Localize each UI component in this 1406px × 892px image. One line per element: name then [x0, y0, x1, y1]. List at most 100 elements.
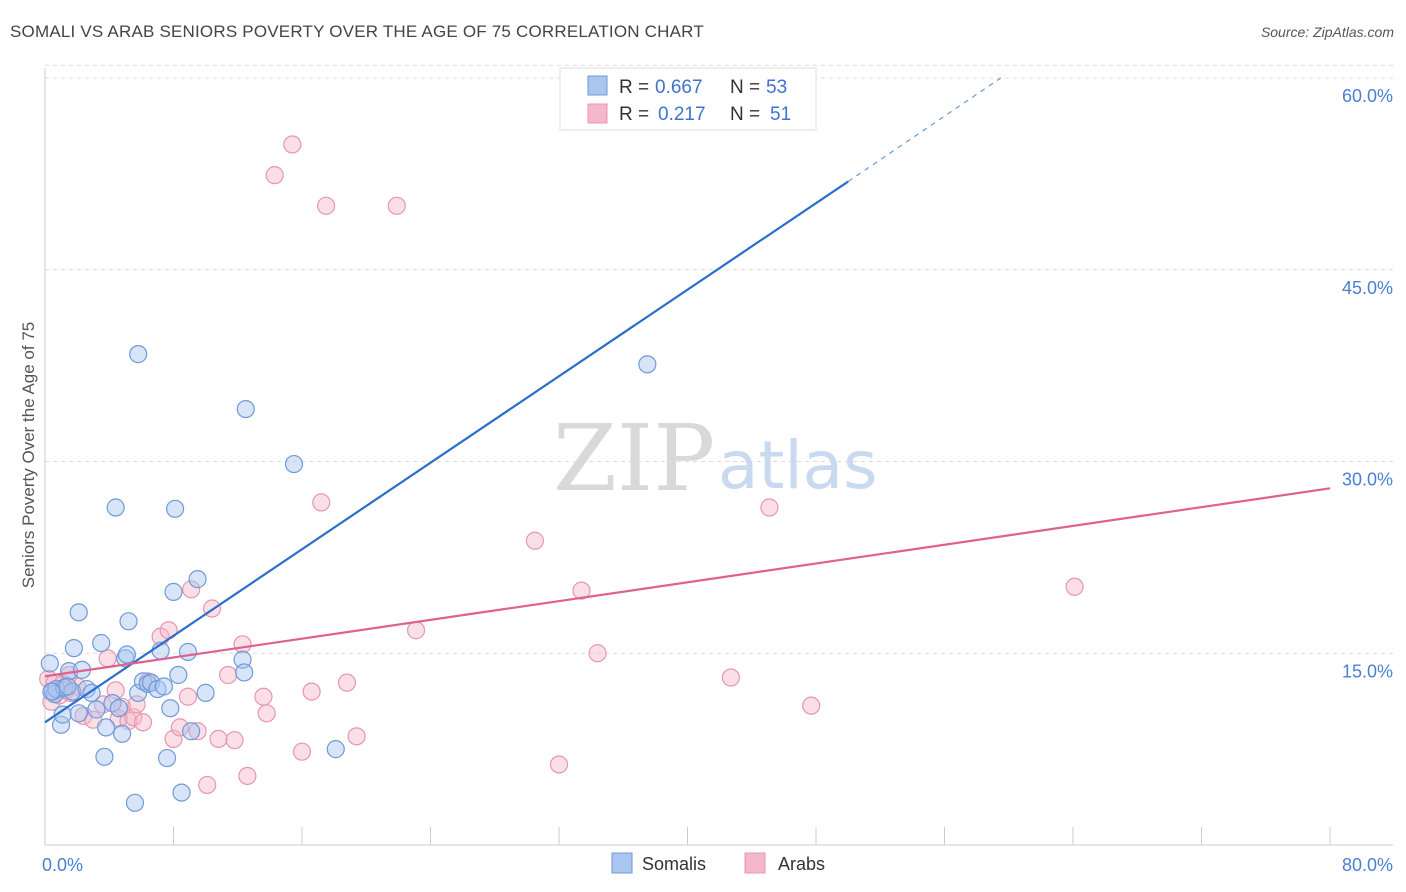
somali-point — [63, 682, 82, 701]
arab-point — [219, 665, 238, 685]
somali-point — [157, 748, 177, 768]
legend-somali-swatch — [587, 75, 608, 96]
somali-point — [58, 677, 77, 696]
arab-point — [302, 682, 321, 701]
somali-point — [188, 570, 207, 589]
arab-point — [198, 775, 217, 795]
series-legend-somali-label: Somalis — [642, 854, 706, 874]
somali-point — [172, 783, 191, 802]
watermark: ZIP atlas — [553, 405, 878, 512]
somali-point — [284, 454, 304, 474]
somali-point — [236, 399, 255, 419]
watermark-atlas: atlas — [718, 427, 878, 504]
arab-point — [133, 713, 153, 732]
arab-point — [164, 729, 183, 748]
y-tick-labels: 15.0% 30.0% 45.0% 60.0% — [1342, 86, 1393, 681]
somali-point — [125, 793, 145, 812]
series-legend-somali-swatch — [611, 852, 633, 874]
somali-point — [112, 724, 132, 743]
arab-points — [39, 135, 1084, 795]
source-label: Source: ZipAtlas.com — [1260, 24, 1394, 40]
somali-trend-line — [44, 180, 849, 724]
arab-point — [238, 766, 257, 786]
y-tick-label: 45.0% — [1342, 278, 1393, 298]
arab-point — [316, 196, 336, 215]
somali-point — [166, 499, 185, 518]
y-tick-label: 60.0% — [1342, 86, 1393, 106]
arab-point — [760, 498, 779, 517]
legend-somali-r-label: R = — [619, 77, 649, 98]
somali-point — [53, 705, 72, 724]
somali-point — [95, 747, 114, 766]
arab-point — [406, 621, 426, 640]
series-legend: Somalis Arabs — [611, 852, 825, 874]
somali-point — [161, 699, 180, 718]
arab-point — [292, 742, 312, 761]
arab-point — [127, 695, 146, 714]
arab-point — [182, 580, 201, 599]
arab-point — [549, 755, 569, 774]
somali-point — [69, 603, 88, 622]
somali-point — [129, 345, 148, 364]
legend-somali-n-label: N = — [730, 77, 760, 98]
arab-point — [525, 531, 545, 550]
somali-point — [42, 682, 61, 701]
somali-point — [638, 355, 657, 374]
somali-point — [96, 718, 116, 737]
somali-point — [40, 654, 59, 673]
somali-point — [87, 700, 106, 719]
arab-point — [337, 673, 357, 692]
arab-point — [347, 727, 366, 746]
arab-point — [98, 649, 117, 668]
arab-point — [233, 635, 252, 654]
correlation-legend: R = 0.667 N = 53 R = 0.217 N = 51 — [559, 67, 817, 131]
arab-point — [209, 729, 228, 748]
gridlines — [45, 64, 1393, 654]
arab-trend-line — [44, 487, 1331, 678]
somali-point — [164, 582, 183, 601]
x-tick-max: 80.0% — [1342, 855, 1393, 875]
chart-title: SOMALI VS ARAB SENIORS POVERTY OVER THE … — [10, 22, 704, 41]
arab-point — [312, 493, 331, 512]
somali-point — [154, 677, 173, 696]
somali-point — [106, 498, 125, 517]
axes — [44, 68, 1393, 846]
arab-point — [802, 696, 821, 715]
somali-point — [117, 645, 137, 664]
arab-point — [188, 722, 207, 741]
somali-points — [40, 345, 657, 812]
x-tick-min: 0.0% — [42, 855, 83, 875]
somali-point — [169, 665, 188, 685]
series-legend-arab-label: Arabs — [778, 854, 825, 874]
y-tick-label: 15.0% — [1342, 661, 1393, 681]
arab-point — [257, 704, 276, 723]
arab-point — [254, 687, 273, 706]
y-tick-label: 30.0% — [1342, 470, 1393, 490]
arab-point — [721, 668, 740, 687]
legend-arab-swatch — [587, 103, 608, 124]
somali-trend-extension — [847, 77, 1002, 183]
somali-point — [92, 633, 111, 653]
arab-point — [178, 687, 198, 706]
arab-point — [572, 581, 591, 600]
somali-point — [182, 722, 201, 741]
legend-arab-r-value: 0.217 — [658, 104, 706, 125]
somali-point — [119, 612, 138, 631]
somali-point — [326, 740, 345, 759]
legend-arab-n-label: N = — [730, 104, 760, 125]
arab-point — [283, 135, 302, 154]
trend-lines — [44, 77, 1331, 724]
arab-point — [1065, 577, 1084, 596]
legend-arab-n-value: 51 — [770, 104, 791, 125]
somali-point — [235, 663, 254, 682]
somali-point — [109, 699, 128, 718]
legend-somali-n-value: 53 — [766, 77, 787, 98]
series-legend-arab-swatch — [744, 852, 766, 874]
somali-point — [178, 642, 198, 662]
somali-point — [64, 639, 84, 658]
legend-somali-r-value: 0.667 — [655, 77, 703, 98]
arab-point — [170, 718, 190, 737]
y-axis-label: Seniors Poverty Over the Age of 75 — [19, 322, 38, 588]
somali-point — [69, 704, 88, 723]
